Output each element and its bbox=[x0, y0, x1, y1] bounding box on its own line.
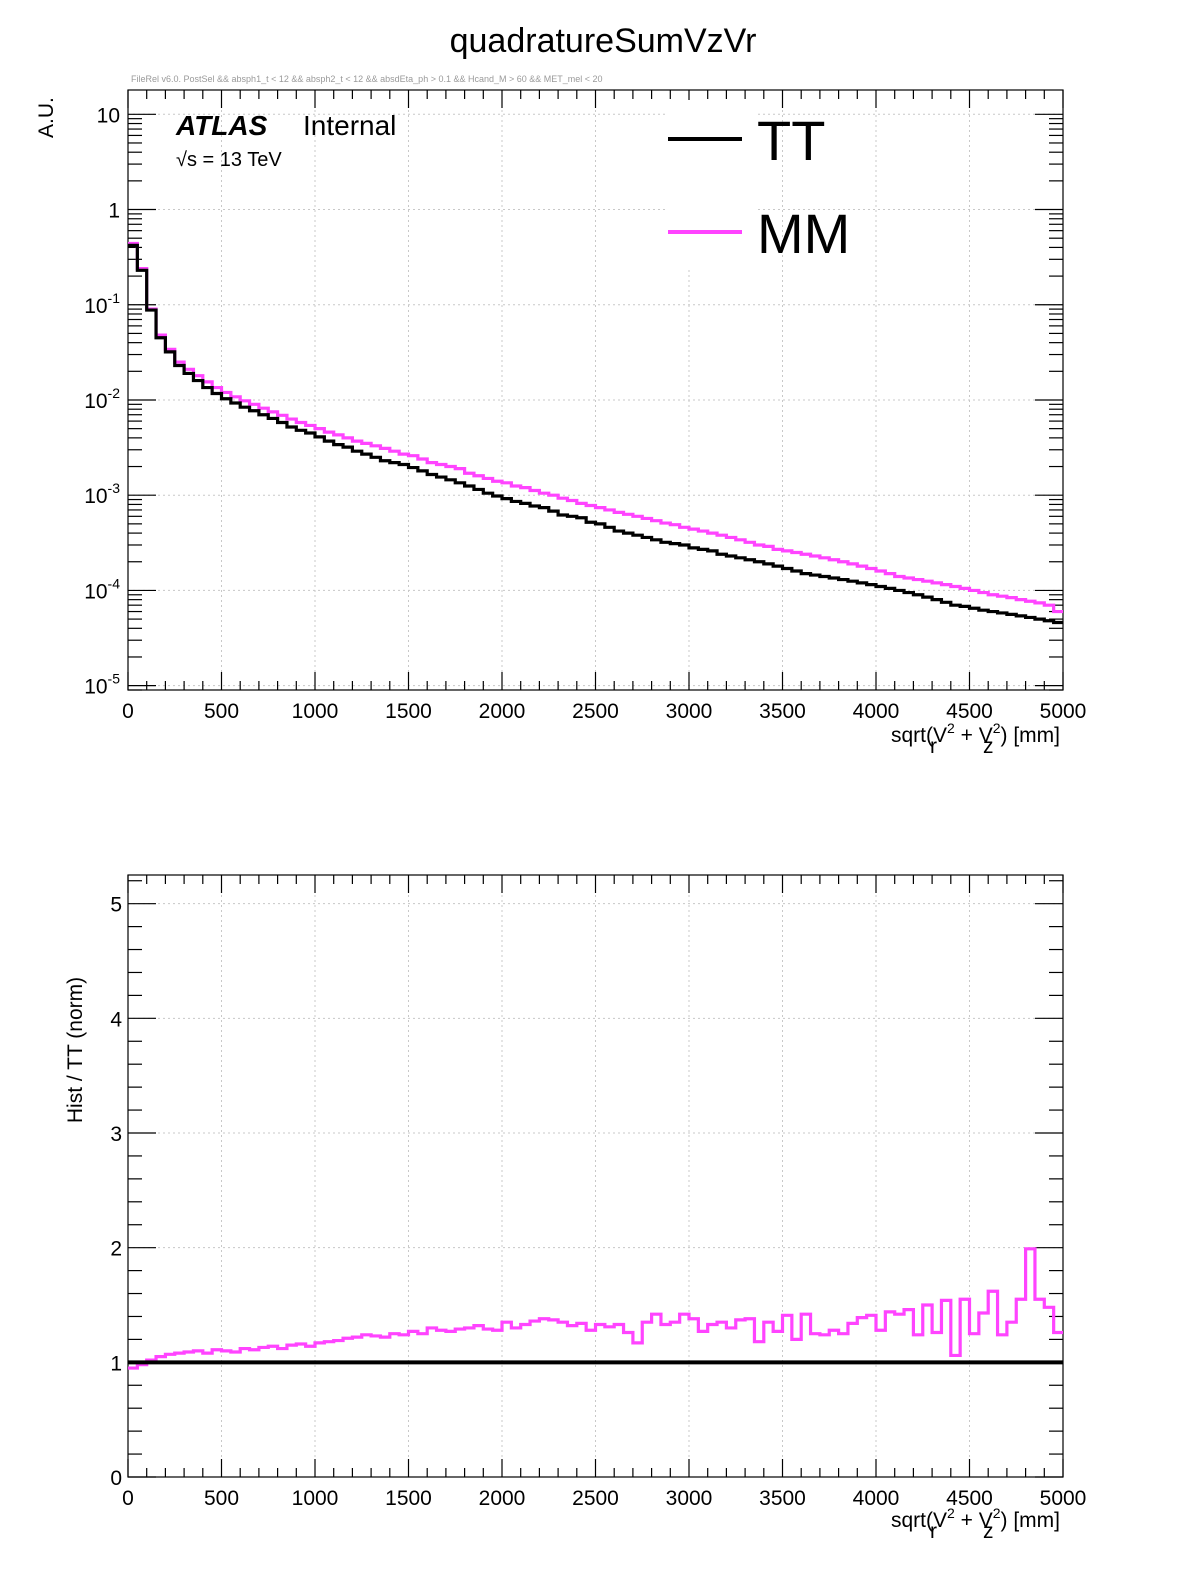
top-x-tick-label: 1000 bbox=[292, 700, 339, 723]
top-x-tick-label: 3500 bbox=[759, 700, 806, 723]
top-x-ticks: 0 500 1000 1500 2000 2500 3000 3500 4000 4500 5000 bbox=[122, 90, 1086, 723]
bottom-y-tick-label: 5 bbox=[110, 894, 122, 917]
top-series-mm bbox=[128, 241, 1063, 614]
top-x-tick-label: 1500 bbox=[385, 700, 432, 723]
legend: TT MM bbox=[665, 100, 850, 270]
legend-label-mm: MM bbox=[757, 202, 850, 265]
top-x-tick-label: 4000 bbox=[853, 700, 900, 723]
top-y-tick-label: 1 bbox=[108, 200, 120, 223]
top-x-tick-label: 4500 bbox=[946, 700, 993, 723]
figure-title: quadratureSumVzVr bbox=[450, 22, 757, 60]
svg-text:r: r bbox=[930, 1520, 937, 1543]
bottom-y-tick-label: 1 bbox=[110, 1352, 122, 1375]
energy-label: √s = 13 TeV bbox=[176, 149, 282, 171]
bottom-x-tick-label: 0 bbox=[122, 1487, 134, 1510]
bottom-x-tick-label: 2500 bbox=[572, 1487, 619, 1510]
bottom-x-tick-label: 3500 bbox=[759, 1487, 806, 1510]
top-x-tick-label: 2500 bbox=[572, 700, 619, 723]
bottom-y-tick-label: 2 bbox=[110, 1238, 122, 1261]
legend-background bbox=[665, 100, 755, 270]
internal-label: Internal bbox=[303, 110, 396, 141]
svg-text:z: z bbox=[983, 735, 994, 758]
top-y-ticks: 10-5 10-4 10-3 10-2 10-1 1 10 bbox=[84, 104, 1063, 699]
top-y-tick-label: 10-2 bbox=[84, 385, 120, 413]
top-x-axis-label: sqrt(V2 + V2) [mm] r z bbox=[891, 720, 1060, 758]
svg-text:sqrt(V2 + V2) [mm]: sqrt(V2 + V2) [mm] bbox=[891, 720, 1060, 747]
bottom-y-tick-label: 0 bbox=[110, 1467, 122, 1490]
bottom-x-tick-label: 5000 bbox=[1040, 1487, 1087, 1510]
bottom-x-ticks: 0 500 1000 1500 2000 2500 3000 3500 4000 4500 5000 bbox=[122, 875, 1086, 1510]
top-gridlines bbox=[128, 90, 1063, 690]
top-x-tick-label: 0 bbox=[122, 700, 134, 723]
cut-annotation: FileRel v6.0. PostSel && absph1_t < 12 &… bbox=[131, 74, 603, 84]
bottom-x-tick-label: 2000 bbox=[479, 1487, 526, 1510]
bottom-x-tick-label: 4500 bbox=[946, 1487, 993, 1510]
top-y-axis-label: A.U. bbox=[35, 97, 58, 138]
bottom-x-axis-label: sqrt(V2 + V2) [mm] r z bbox=[891, 1505, 1060, 1543]
bottom-series bbox=[128, 1247, 1063, 1370]
svg-text:sqrt(V2 + V2) [mm]: sqrt(V2 + V2) [mm] bbox=[891, 1505, 1060, 1532]
bottom-y-ticks: 0 1 2 3 4 5 bbox=[110, 880, 1063, 1490]
bottom-y-axis-label: Hist / TT (norm) bbox=[64, 977, 87, 1123]
bottom-series-mm bbox=[128, 1247, 1063, 1370]
top-x-tick-label: 3000 bbox=[666, 700, 713, 723]
bottom-x-tick-label: 1500 bbox=[385, 1487, 432, 1510]
top-y-tick-label: 10-5 bbox=[84, 671, 120, 699]
top-y-tick-label: 10 bbox=[97, 104, 120, 127]
top-x-tick-label: 2000 bbox=[479, 700, 526, 723]
bottom-x-tick-label: 1000 bbox=[292, 1487, 339, 1510]
svg-text:z: z bbox=[983, 1520, 994, 1543]
top-x-tick-label: 500 bbox=[204, 700, 239, 723]
legend-label-tt: TT bbox=[757, 109, 825, 172]
top-y-tick-label: 10-4 bbox=[84, 575, 120, 603]
top-y-tick-label: 10-3 bbox=[84, 480, 120, 508]
bottom-x-tick-label: 500 bbox=[204, 1487, 239, 1510]
svg-text:r: r bbox=[930, 735, 937, 758]
bottom-x-tick-label: 4000 bbox=[853, 1487, 900, 1510]
bottom-panel: 0 500 1000 1500 2000 2500 3000 3500 4000 4500 5000… bbox=[64, 874, 1086, 1543]
top-series bbox=[128, 241, 1063, 625]
atlas-label: ATLAS bbox=[175, 110, 268, 141]
top-series-tt bbox=[128, 243, 1063, 625]
top-x-tick-label: 5000 bbox=[1040, 700, 1087, 723]
bottom-y-tick-label: 4 bbox=[110, 1008, 122, 1031]
bottom-y-tick-label: 3 bbox=[110, 1123, 122, 1146]
top-panel: 0 500 1000 1500 2000 2500 3000 3500 4000 4500 5000… bbox=[35, 89, 1086, 758]
top-y-tick-label: 10-1 bbox=[84, 290, 120, 318]
bottom-x-tick-label: 3000 bbox=[666, 1487, 713, 1510]
bottom-gridlines bbox=[128, 875, 1063, 1477]
